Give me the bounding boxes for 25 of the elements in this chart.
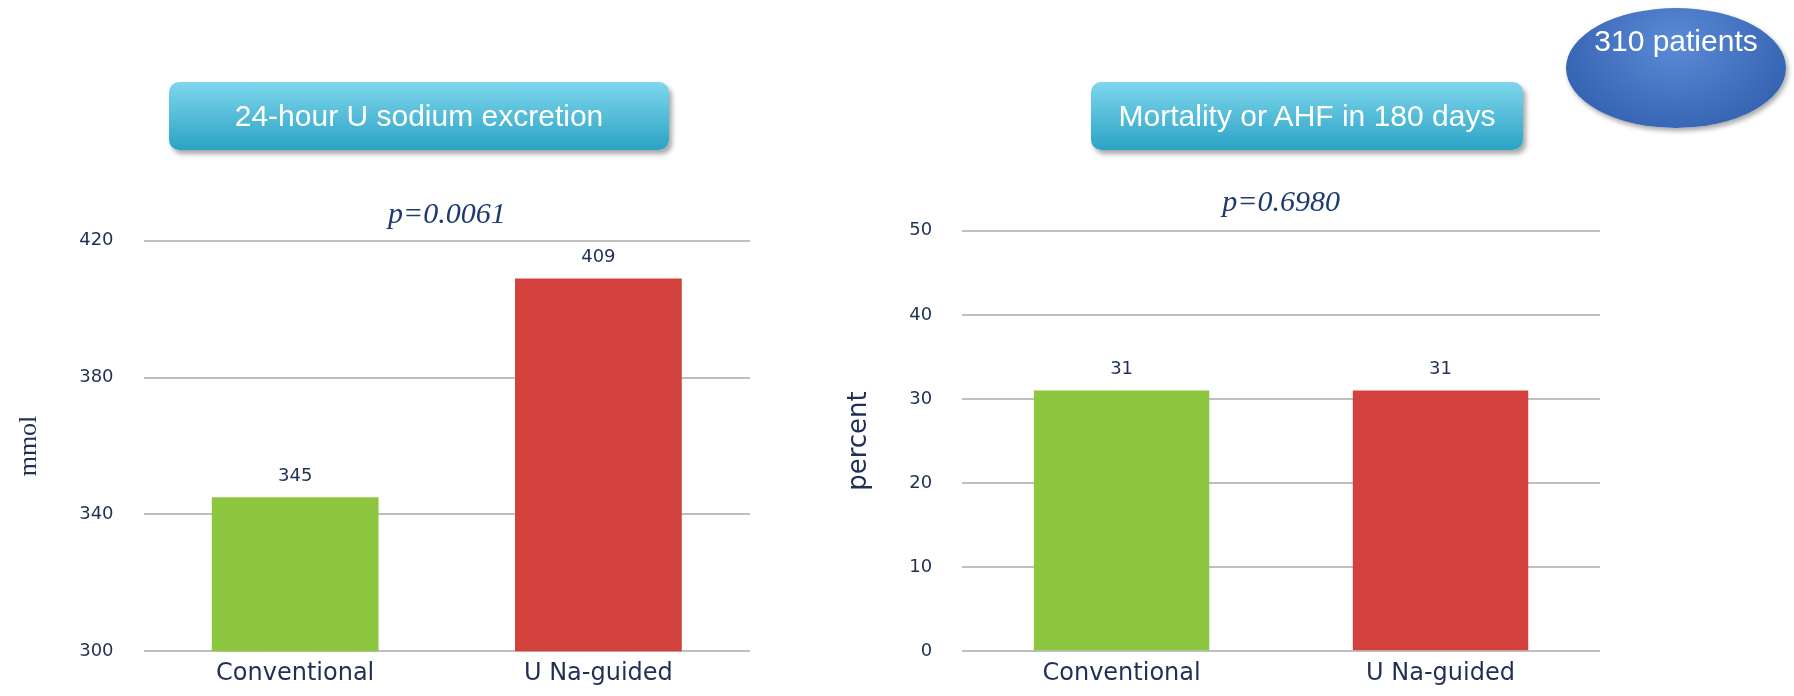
y-tick-label: 10 bbox=[909, 554, 933, 576]
y-axis-title: percent bbox=[842, 391, 873, 491]
x-tick-label: Conventional bbox=[216, 657, 375, 686]
data-label: 31 bbox=[1429, 357, 1452, 379]
y-tick-label: 300 bbox=[79, 638, 114, 660]
chart-title: Mortality or AHF in 180 days bbox=[1091, 82, 1523, 150]
x-tick-label: Conventional bbox=[1042, 657, 1201, 686]
chart-title: 24-hour U sodium excretion bbox=[169, 82, 669, 150]
y-tick-label: 0 bbox=[920, 638, 933, 660]
y-tick-label: 380 bbox=[79, 365, 114, 387]
y-tick-label: 420 bbox=[79, 228, 114, 250]
data-label: 345 bbox=[277, 463, 313, 485]
y-tick-label: 40 bbox=[909, 302, 933, 324]
x-tick-label: U Na-guided bbox=[523, 657, 673, 686]
y-axis-title: mmol bbox=[13, 415, 43, 477]
y-tick-label: 340 bbox=[79, 502, 114, 524]
y-tick-label: 50 bbox=[909, 218, 933, 240]
y-tick-label: 20 bbox=[909, 470, 933, 492]
y-tick-label: 30 bbox=[909, 386, 933, 408]
x-tick-label: U Na-guided bbox=[1366, 657, 1515, 686]
data-label: 31 bbox=[1110, 357, 1134, 379]
data-label: 409 bbox=[581, 245, 616, 267]
text: p=0.6980 bbox=[1222, 184, 1340, 218]
text: 310 patients bbox=[1593, 23, 1759, 59]
text: p=0.0061 bbox=[387, 196, 506, 230]
